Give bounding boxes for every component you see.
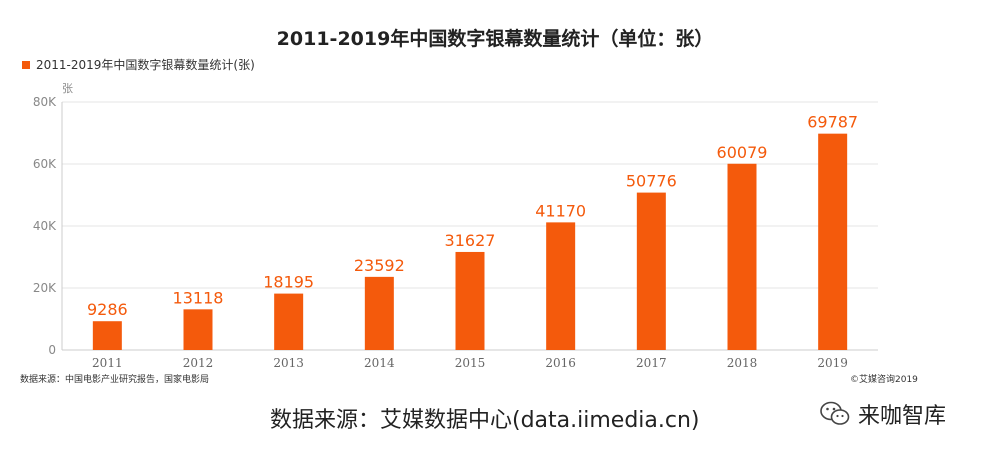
data-label: 41170 xyxy=(535,201,586,220)
x-tick-label: 2013 xyxy=(273,356,304,370)
y-tick-label: 20K xyxy=(33,281,57,295)
data-label: 60079 xyxy=(717,143,768,162)
chart-title: 2011-2019年中国数字银幕数量统计（单位：张） xyxy=(276,28,714,50)
bar xyxy=(546,222,576,350)
source-note: 数据来源：中国电影产业研究报告，国家电影局 xyxy=(20,375,210,385)
x-tick-label: 2019 xyxy=(817,356,848,370)
bar xyxy=(364,276,394,350)
bar xyxy=(818,133,848,350)
bar xyxy=(274,293,304,350)
x-tick-label: 2012 xyxy=(183,356,214,370)
y-tick-label: 80K xyxy=(33,95,57,109)
x-tick-label: 2018 xyxy=(727,356,758,370)
bar xyxy=(183,309,213,350)
x-tick-label: 2016 xyxy=(545,356,576,370)
bar xyxy=(92,321,122,350)
y-tick-label: 60K xyxy=(33,157,57,171)
wechat-badge: 来咖智库 xyxy=(820,398,946,430)
y-tick-label: 0 xyxy=(48,343,56,357)
bar xyxy=(455,251,485,350)
bar xyxy=(636,192,666,350)
y-tick-label: 40K xyxy=(33,219,57,233)
bar-chart: 0 20K 40K 60K 80K 9286 2011 13118 2012 18195 2013 2… xyxy=(33,95,878,370)
legend[interactable]: 2011-2019年中国数字银幕数量统计(张) xyxy=(22,56,255,73)
data-label: 18195 xyxy=(263,273,314,292)
footer-source: 数据来源：艾媒数据中心(data.iimedia.cn) xyxy=(270,408,700,433)
legend-swatch xyxy=(22,60,30,69)
bar xyxy=(727,163,757,350)
data-label: 13118 xyxy=(173,288,224,307)
data-label: 69787 xyxy=(807,113,858,132)
x-tick-label: 2011 xyxy=(92,356,123,370)
wechat-name: 来咖智库 xyxy=(858,404,947,429)
data-label: 31627 xyxy=(445,231,496,250)
copyright: ©艾媒咨询2019 xyxy=(850,375,918,385)
wechat-icon xyxy=(820,401,850,425)
y-axis-unit: 张 xyxy=(62,82,73,95)
x-tick-label: 2017 xyxy=(636,356,667,370)
x-tick-label: 2015 xyxy=(455,356,486,370)
x-tick-label: 2014 xyxy=(364,356,395,370)
data-label: 50776 xyxy=(626,172,677,191)
data-label: 9286 xyxy=(87,300,128,319)
data-label: 23592 xyxy=(354,256,405,275)
legend-label: 2011-2019年中国数字银幕数量统计(张) xyxy=(36,58,255,72)
